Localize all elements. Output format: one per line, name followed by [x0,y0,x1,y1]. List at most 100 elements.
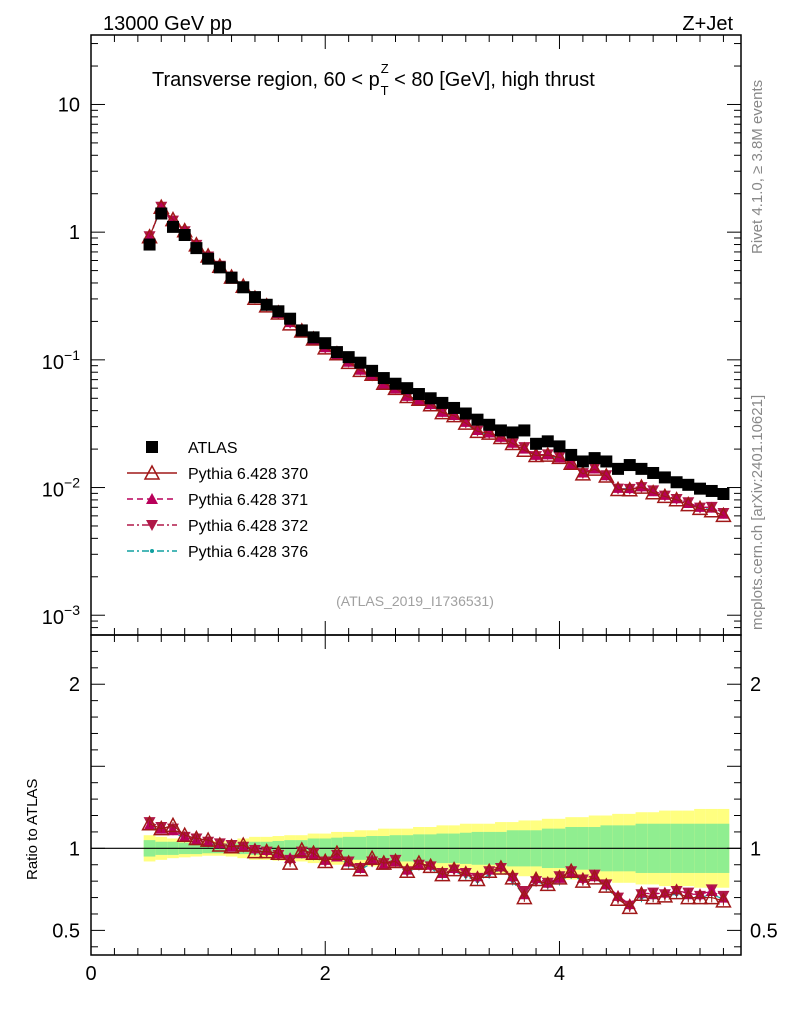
main-point-2 [518,442,531,454]
plot-title-main: Transverse region, 60 < p [152,69,380,91]
ratio-point-1 [469,870,486,887]
atlas-point [178,229,191,242]
ratio-y-tick-label: 1 [69,838,80,860]
atlas-point [647,466,660,479]
atlas-point [588,452,601,465]
ratio-point-1 [352,861,369,877]
ratio-point-1 [633,885,650,902]
x-tick-label: 0 [85,963,96,985]
ratio-point-1 [586,869,603,885]
atlas-point [471,413,484,426]
legend-label: Pythia 6.428 370 [188,466,308,483]
plot-title-tail: < 80 [GeV], high thrust [389,69,596,91]
atlas-point [612,462,625,475]
ratio-point-1 [363,849,381,865]
atlas-point [319,337,332,350]
mcplots-ref: mcplots.cern.ch [arXiv:2401.10621] [749,395,766,630]
main-y-tick-label: 10−2 [42,475,80,502]
main-point-1 [352,361,369,378]
rivet-version: Rivet 4.1.0, ≥ 3.8M events [749,80,766,254]
main-point-1 [633,478,650,494]
main-y-tick-base: 10 [42,607,64,629]
ratio-point-1 [504,869,521,885]
main-point-1 [445,407,463,423]
plot-title-sup: Z [381,61,389,76]
ratio-point-1 [422,857,439,874]
ratio-point-1 [164,816,182,833]
main-series [141,198,732,523]
main-point-2 [541,448,554,460]
main-point-1 [527,446,545,463]
legend-marker [146,520,158,531]
ratio-y-tick-label-right: 0.5 [750,920,778,942]
main-y-tick-exp: −2 [64,475,80,491]
legend-label: Pythia 6.428 372 [188,518,308,535]
atlas-point [307,331,320,344]
atlas-point [225,271,238,284]
process-label: Z+Jet [682,13,733,35]
atlas-point [658,471,671,484]
ratio-point-1 [398,862,416,879]
main-y-tick-label: 10 [58,94,80,116]
plot-title-sub: T [381,83,389,98]
atlas-point [436,396,449,409]
ratio-point-1 [188,829,205,846]
main-point-1 [539,446,557,462]
atlas-point [377,372,390,385]
x-tick-label: 4 [554,963,565,985]
atlas-point [272,305,285,318]
plot-title: Transverse region, 60 < pZ T < 80 [GeV], … [152,61,595,98]
atlas-point [143,238,156,251]
ratio-point-1 [644,888,662,905]
main-point-1 [516,441,533,457]
ratio-ylabel: Ratio to ATLAS [24,779,41,880]
ratio-point-1 [480,862,498,879]
atlas-point [705,484,718,497]
ratio-point-1 [680,888,697,905]
atlas-point [682,478,695,491]
atlas-point [518,424,531,437]
ratio-frame [90,634,742,956]
ratio-y-tick-label: 2 [69,674,80,696]
ratio-point-1 [527,870,545,887]
main-point-1 [562,454,580,471]
atlas-point [565,448,578,461]
main-point-1 [586,460,603,476]
atlas-point [295,324,308,337]
legend-marker [146,441,158,453]
ratio-point-1 [176,826,193,842]
ratio-point-1 [387,852,404,869]
atlas-point [494,424,507,437]
ratio-point-1 [691,888,709,905]
atlas-point [459,407,472,420]
legend: ATLAS Pythia 6.428 370 Pythia 6.428 371 Pyt… [127,440,308,561]
ratio-point-1 [141,815,158,831]
main-point-2 [401,389,414,401]
main-point-1 [434,403,451,420]
ratio-point-1 [258,843,275,859]
ratio-point-1 [293,841,311,857]
atlas-point [190,242,203,255]
main-point-1 [551,448,568,465]
main-y-tick-exp: −1 [64,347,80,363]
atlas-point [401,382,414,395]
ratio-y-tick-label-right: 1 [750,838,761,860]
atlas-point [483,418,496,431]
main-point-1 [656,487,674,504]
main-point-2 [436,405,449,417]
main-point-1 [480,424,498,440]
ratio-point-1 [316,852,334,869]
atlas-point [623,459,636,472]
ratio-point-1 [703,888,720,905]
ratio-point-1 [211,836,229,852]
legend-label: Pythia 6.428 376 [188,544,308,561]
atlas-point [284,312,297,325]
ratio-point-2 [166,824,179,836]
ratio-point-1 [340,854,357,870]
main-y-tick-label: 10−3 [42,602,80,629]
atlas-point [670,476,683,489]
main-y-tick-label: 1 [69,222,80,244]
main-y-tick-base: 10 [42,352,64,374]
ratio-point-1 [223,838,240,854]
